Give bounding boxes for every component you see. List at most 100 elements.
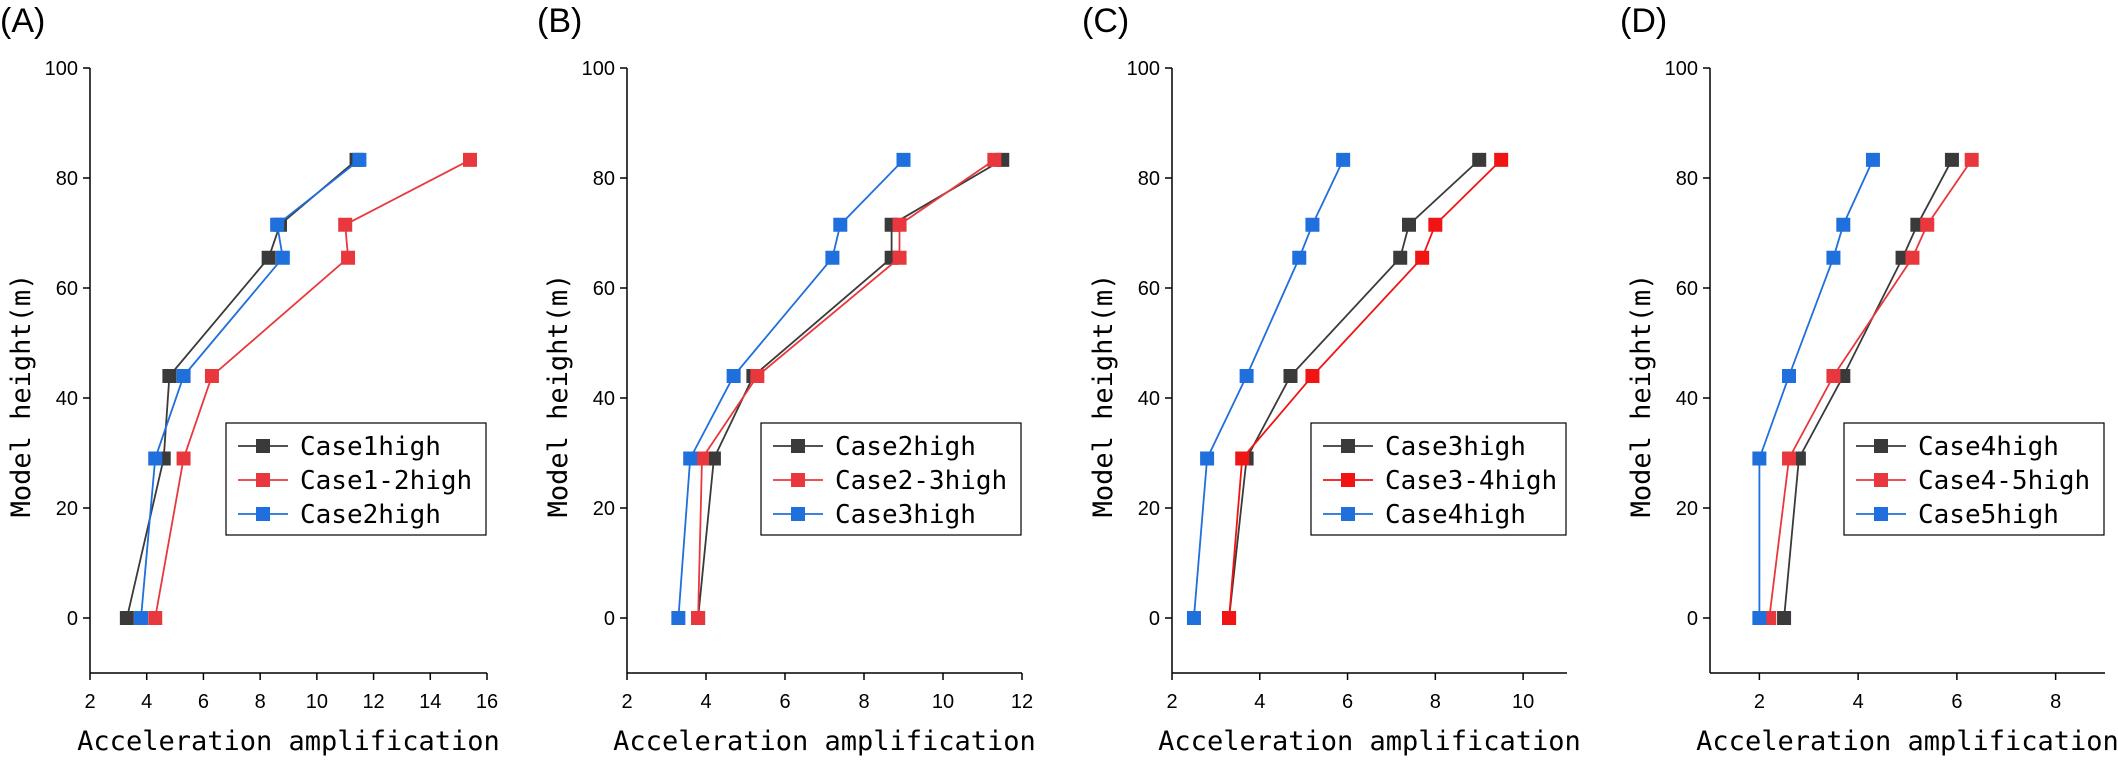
legend-entry-label: Case2high xyxy=(835,432,976,462)
data-point-marker xyxy=(987,152,1002,167)
data-point-marker xyxy=(1305,369,1320,383)
data-point-marker xyxy=(833,217,848,232)
y-tick-label: 80 xyxy=(56,168,78,190)
data-point-marker xyxy=(1200,451,1215,466)
series-line xyxy=(1228,159,1480,619)
y-tick-label: 40 xyxy=(593,388,615,410)
panel-label: (A) xyxy=(0,2,45,40)
series-line xyxy=(1758,159,1874,618)
data-point-marker xyxy=(1428,217,1443,232)
data-point-marker xyxy=(1905,250,1920,265)
data-point-marker xyxy=(1752,451,1767,466)
data-point-marker xyxy=(270,217,285,232)
data-point-marker xyxy=(204,369,219,383)
y-tick-label: 60 xyxy=(593,278,615,300)
data-point-marker xyxy=(1964,152,1979,167)
data-point-marker xyxy=(338,217,353,232)
y-tick-label: 60 xyxy=(56,278,78,300)
data-point-marker xyxy=(1782,369,1796,383)
data-point-marker xyxy=(1186,611,1201,625)
legend-swatch-marker xyxy=(791,507,805,521)
data-point-marker xyxy=(1235,451,1250,466)
data-point-marker xyxy=(341,250,356,265)
y-axis-title: Model height(m) xyxy=(543,274,574,518)
legend-entry-label: Case5high xyxy=(1918,500,2059,530)
x-tick-label: 2 xyxy=(1166,691,1177,713)
x-tick-label: 10 xyxy=(1512,691,1534,713)
legend-swatch-marker xyxy=(1341,439,1355,453)
data-point-marker xyxy=(176,451,191,466)
y-tick-label: 60 xyxy=(1138,278,1160,300)
y-tick-label: 100 xyxy=(582,58,615,80)
x-tick-label: 12 xyxy=(1011,691,1033,713)
data-point-marker xyxy=(261,250,276,265)
x-axis-title: Acceleration amplification xyxy=(1158,726,1581,757)
x-tick-label: 8 xyxy=(2050,691,2061,713)
legend-entry-label: Case4-5high xyxy=(1918,466,2090,496)
data-point-marker xyxy=(1777,611,1792,625)
y-tick-label: 80 xyxy=(1138,168,1160,190)
data-point-marker xyxy=(148,451,163,466)
x-tick-label: 6 xyxy=(1951,691,1962,713)
legend-entry-label: Case4high xyxy=(1385,500,1526,530)
legend-entry-label: Case2high xyxy=(300,500,441,530)
legend-swatch-marker xyxy=(256,439,270,453)
y-tick-label: 0 xyxy=(67,608,78,630)
data-point-marker xyxy=(148,611,163,625)
data-point-marker xyxy=(119,611,134,625)
legend-swatch-marker xyxy=(1874,507,1888,521)
panel-label: (D) xyxy=(1620,2,1667,40)
legend-swatch-marker xyxy=(256,507,270,521)
x-tick-label: 2 xyxy=(1754,691,1765,713)
x-tick-label: 16 xyxy=(476,691,498,713)
y-tick-label: 40 xyxy=(1676,388,1698,410)
data-point-marker xyxy=(671,611,686,625)
y-axis-title: Model height(m) xyxy=(1626,274,1657,518)
x-axis-title: Acceleration amplification xyxy=(77,726,500,757)
x-tick-label: 2 xyxy=(621,691,632,713)
y-tick-label: 100 xyxy=(1665,58,1698,80)
data-point-marker xyxy=(1305,217,1320,232)
legend-entry-label: Case3-4high xyxy=(1385,466,1557,496)
y-tick-label: 0 xyxy=(1687,608,1698,630)
series-line xyxy=(1768,159,1973,619)
y-tick-label: 80 xyxy=(1676,168,1698,190)
x-tick-label: 6 xyxy=(779,691,790,713)
series-line xyxy=(1193,159,1345,619)
data-point-marker xyxy=(892,217,907,232)
data-point-marker xyxy=(1782,451,1796,466)
data-point-marker xyxy=(1836,217,1851,232)
legend-swatch-marker xyxy=(1874,439,1888,453)
y-tick-label: 20 xyxy=(593,498,615,520)
data-point-marker xyxy=(691,611,706,625)
x-axis-title: Acceleration amplification xyxy=(613,726,1036,757)
legend-swatch-marker xyxy=(1874,473,1888,487)
chart-panel: (B) 0 20 40 60 80 100 2 4 6 8 10 12 Acceleration ampl… xyxy=(537,2,1036,757)
data-point-marker xyxy=(1826,369,1841,383)
x-tick-label: 8 xyxy=(1430,691,1441,713)
x-tick-label: 10 xyxy=(306,691,328,713)
x-tick-label: 14 xyxy=(419,691,441,713)
data-point-marker xyxy=(176,369,191,383)
legend-entry-label: Case4high xyxy=(1918,432,2059,462)
y-tick-label: 20 xyxy=(1676,498,1698,520)
y-axis-title: Model height(m) xyxy=(6,274,37,518)
x-axis-title: Acceleration amplification xyxy=(1696,726,2118,757)
data-point-marker xyxy=(683,451,698,466)
legend-entry-label: Case3high xyxy=(835,500,976,530)
x-tick-label: 4 xyxy=(700,691,711,713)
data-point-marker xyxy=(892,250,907,265)
data-point-marker xyxy=(825,250,840,265)
x-tick-label: 8 xyxy=(255,691,266,713)
data-point-marker xyxy=(1494,152,1509,167)
series-line xyxy=(140,159,360,619)
data-point-marker xyxy=(1283,369,1298,383)
data-point-marker xyxy=(1920,217,1935,232)
legend-swatch-marker xyxy=(1341,507,1355,521)
data-point-marker xyxy=(695,451,710,466)
data-point-marker xyxy=(706,451,721,466)
data-point-marker xyxy=(1826,250,1841,265)
series-line xyxy=(154,159,471,619)
legend-swatch-marker xyxy=(256,473,270,487)
